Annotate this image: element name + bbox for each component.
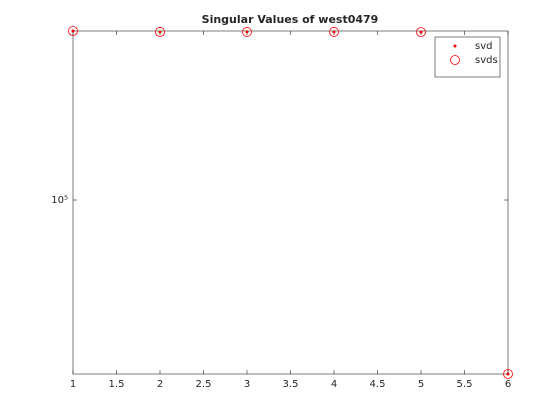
point xyxy=(506,372,510,376)
point xyxy=(416,27,426,38)
legend-marker xyxy=(450,55,460,65)
x-tick-label: 2 xyxy=(157,379,163,390)
x-tick-label: 5.5 xyxy=(457,379,473,390)
legend-marker xyxy=(453,44,457,48)
x-tick-label: 3 xyxy=(244,379,250,390)
point xyxy=(242,27,252,37)
point xyxy=(419,30,423,34)
y-tick-label: 10⁵ xyxy=(51,195,68,206)
x-tick-label: 1.5 xyxy=(109,379,125,390)
point xyxy=(158,30,162,34)
chart-title: Singular Values of west0479 xyxy=(202,13,379,26)
x-tick-label: 1 xyxy=(70,379,76,390)
point xyxy=(68,26,78,36)
point xyxy=(155,27,165,37)
point xyxy=(245,30,249,34)
point xyxy=(71,29,75,33)
x-tick-label: 3.5 xyxy=(283,379,299,390)
x-tick-label: 4.5 xyxy=(370,379,386,390)
x-tick-label: 5 xyxy=(418,379,424,390)
plot-box xyxy=(72,30,509,375)
legend-label: svds xyxy=(475,55,498,66)
legend-label: svd xyxy=(475,41,492,52)
x-tick-label: 6 xyxy=(505,379,511,390)
point xyxy=(329,27,339,37)
point xyxy=(503,369,513,379)
x-tick-label: 4 xyxy=(331,379,337,390)
legend-box xyxy=(434,36,501,78)
point xyxy=(332,30,336,34)
x-tick-label: 2.5 xyxy=(196,379,212,390)
